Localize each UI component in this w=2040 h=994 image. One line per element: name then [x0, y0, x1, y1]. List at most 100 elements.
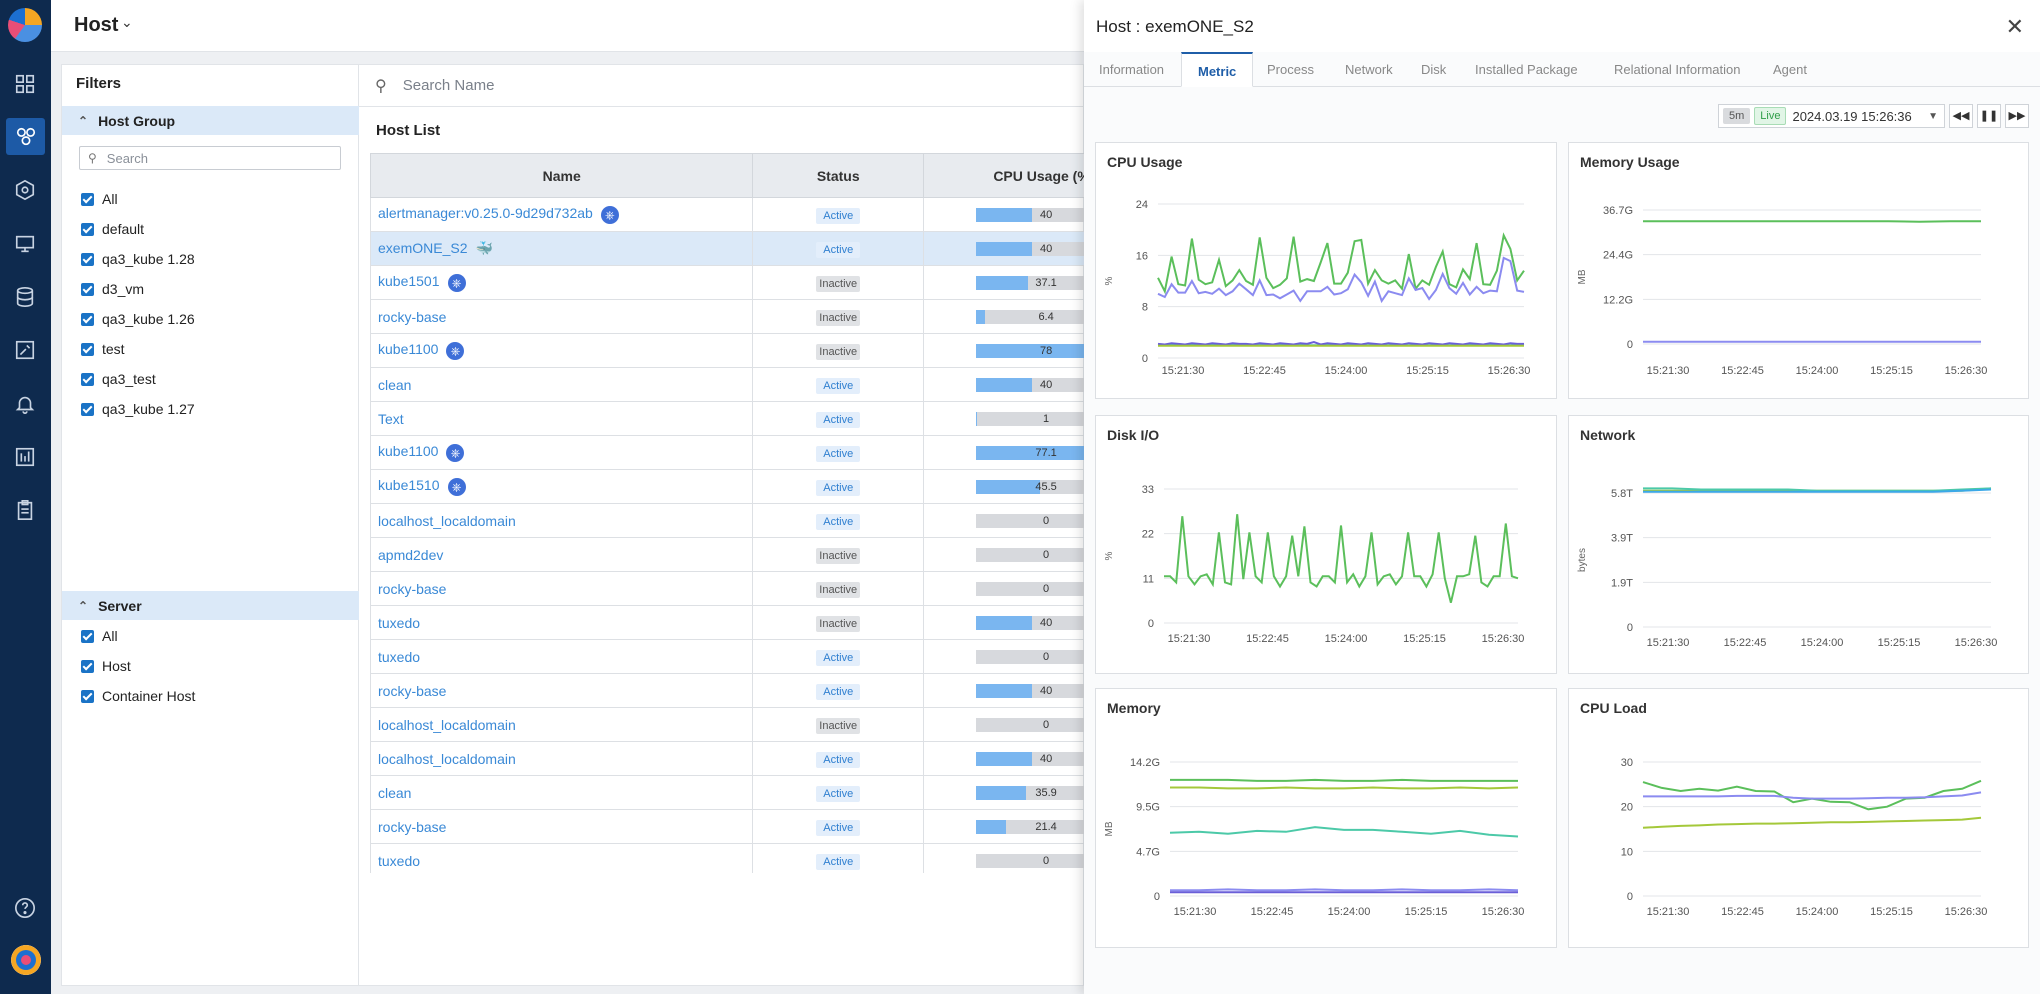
tab-installed-package[interactable]: Installed Package [1475, 62, 1578, 77]
bell-icon[interactable] [13, 392, 37, 416]
dashboard-icon[interactable] [13, 72, 37, 96]
checkbox-checked-icon[interactable] [81, 629, 94, 643]
kubernetes-icon[interactable] [13, 178, 37, 202]
column-header-name[interactable]: Name [370, 153, 754, 198]
host-group-item-checkbox[interactable]: qa3_kube 1.28 [81, 249, 195, 269]
host-name-link[interactable]: localhost_localdomain [378, 716, 516, 733]
checkbox-checked-icon[interactable] [81, 222, 94, 236]
host-name-link[interactable]: tuxedo [378, 648, 421, 665]
table-row[interactable]: kube1510 ⎈ Active 45.5 [370, 469, 1084, 504]
status-badge: Inactive [816, 581, 861, 598]
table-row[interactable]: rocky-base Inactive 0 [370, 571, 1084, 606]
search-name-input[interactable]: ⚲ Search Name [359, 65, 1084, 107]
host-group-item-checkbox[interactable]: default [81, 219, 144, 239]
host-group-item-checkbox[interactable]: d3_vm [81, 279, 144, 299]
clipboard-icon[interactable] [13, 498, 37, 522]
checkbox-checked-icon[interactable] [81, 372, 94, 386]
rewind-button[interactable]: ◀◀ [1949, 104, 1973, 128]
table-row[interactable]: kube1100 ⎈ Inactive 78 [370, 333, 1084, 368]
chevron-down-icon[interactable]: ⌄ [121, 14, 133, 30]
table-row[interactable]: tuxedo Inactive 40 [370, 605, 1084, 640]
table-row[interactable]: clean Active 40 [370, 367, 1084, 402]
host-name-link[interactable]: localhost_localdomain [378, 512, 516, 529]
host-group-item-checkbox[interactable]: qa3_kube 1.26 [81, 309, 195, 329]
host-name-link[interactable]: clean [378, 784, 412, 801]
host-group-item-checkbox[interactable]: qa3_test [81, 369, 156, 389]
host-name-link[interactable]: tuxedo [378, 614, 421, 631]
column-header-status[interactable]: Status [752, 153, 925, 198]
host-group-item-checkbox[interactable]: test [81, 339, 125, 359]
host-name-link[interactable]: rocky-base [378, 682, 447, 699]
table-row[interactable]: Text Active 1 [370, 401, 1084, 436]
page-title[interactable]: Host [74, 14, 119, 36]
table-row[interactable]: kube1100 ⎈ Active 77.1 [370, 435, 1084, 470]
tab-process[interactable]: Process [1267, 62, 1314, 77]
report-icon[interactable] [13, 445, 37, 469]
host-name-link[interactable]: kube1501 [378, 273, 440, 290]
user-avatar[interactable] [11, 945, 41, 975]
tools-icon[interactable] [13, 338, 37, 362]
pause-button[interactable]: ❚❚ [1977, 104, 2001, 128]
host-group-header[interactable]: ⌃ Host Group [62, 106, 359, 135]
table-row[interactable]: apmd2dev Inactive 0 [370, 537, 1084, 572]
table-row[interactable]: alertmanager:v0.25.0-9d29d732ab ⎈ Active 40 [370, 197, 1084, 232]
checkbox-checked-icon[interactable] [81, 252, 94, 266]
tab-metric[interactable]: Metric [1181, 52, 1254, 87]
host-name-link[interactable]: rocky-base [378, 308, 447, 325]
host-group-item-checkbox[interactable]: All [81, 189, 118, 209]
checkbox-checked-icon[interactable] [81, 282, 94, 296]
host-name-link[interactable]: rocky-base [378, 580, 447, 597]
tab-agent[interactable]: Agent [1773, 62, 1807, 77]
host-group-item-checkbox[interactable]: qa3_kube 1.27 [81, 399, 195, 419]
table-row[interactable]: rocky-base Inactive 6.4 [370, 299, 1084, 334]
table-row[interactable]: localhost_localdomain Active 0 [370, 503, 1084, 538]
host-name-link[interactable]: apmd2dev [378, 546, 444, 563]
tab-disk[interactable]: Disk [1421, 62, 1447, 77]
fast-forward-button[interactable]: ▶▶ [2005, 104, 2029, 128]
host-name-link[interactable]: Text [378, 410, 404, 427]
table-row[interactable]: tuxedo Active 0 [370, 843, 1084, 873]
table-row[interactable]: clean Active 35.9 [370, 775, 1084, 810]
table-row[interactable]: rocky-base Active 40 [370, 673, 1084, 708]
host-name-link[interactable]: kube1100 [378, 443, 439, 460]
cell-status: Active [752, 367, 925, 402]
checkbox-checked-icon[interactable] [81, 659, 94, 673]
y-tick-label: 36.7G [1603, 205, 1633, 217]
checkbox-checked-icon[interactable] [81, 312, 94, 326]
host-name-link[interactable]: clean [378, 376, 412, 393]
table-row[interactable]: kube1501 ⎈ Inactive 37.1 [370, 265, 1084, 300]
time-range-selector[interactable]: 5m Live 2024.03.19 15:26:36 ▼ [1718, 104, 1945, 128]
checkbox-checked-icon[interactable] [81, 689, 94, 703]
tab-network[interactable]: Network [1345, 62, 1393, 77]
infrastructure-icon[interactable] [6, 118, 45, 155]
host-name-link[interactable]: rocky-base [378, 818, 447, 835]
column-header-cpu[interactable]: CPU Usage (% [923, 153, 1084, 198]
app-logo[interactable] [8, 8, 42, 42]
table-row[interactable]: rocky-base Active 21.4 [370, 809, 1084, 844]
host-name-link[interactable]: localhost_localdomain [378, 750, 516, 767]
table-row[interactable]: tuxedo Active 0 [370, 639, 1084, 674]
help-icon[interactable] [13, 896, 37, 920]
host-name-link[interactable]: tuxedo [378, 852, 421, 869]
host-name-link[interactable]: kube1510 [378, 477, 440, 494]
checkbox-checked-icon[interactable] [81, 402, 94, 416]
monitor-icon[interactable] [13, 232, 37, 256]
tab-information[interactable]: Information [1099, 62, 1165, 77]
chart-card: CPU Usage 24 16 8 0% 15:21:30 15:22:45 15:24:00… [1095, 142, 1557, 399]
server-item-checkbox[interactable]: All [81, 626, 118, 646]
server-item-checkbox[interactable]: Host [81, 656, 131, 676]
checkbox-checked-icon[interactable] [81, 342, 94, 356]
host-name-link[interactable]: alertmanager:v0.25.0-9d29d732ab [378, 205, 593, 222]
close-icon[interactable]: ✕ [2005, 14, 2024, 39]
checkbox-checked-icon[interactable] [81, 192, 94, 206]
table-row[interactable]: exemONE_S2 🐳 Active 40 [370, 231, 1084, 266]
host-name-link[interactable]: exemONE_S2 [378, 239, 468, 256]
server-item-checkbox[interactable]: Container Host [81, 686, 195, 706]
tab-relational-information[interactable]: Relational Information [1614, 62, 1741, 77]
database-icon[interactable] [13, 285, 37, 309]
host-name-link[interactable]: kube1100 [378, 341, 439, 358]
server-header[interactable]: ⌃ Server [62, 591, 359, 620]
table-row[interactable]: localhost_localdomain Active 40 [370, 741, 1084, 776]
table-row[interactable]: localhost_localdomain Inactive 0 [370, 707, 1084, 742]
host-group-search-input[interactable]: ⚲ Search [79, 146, 341, 170]
